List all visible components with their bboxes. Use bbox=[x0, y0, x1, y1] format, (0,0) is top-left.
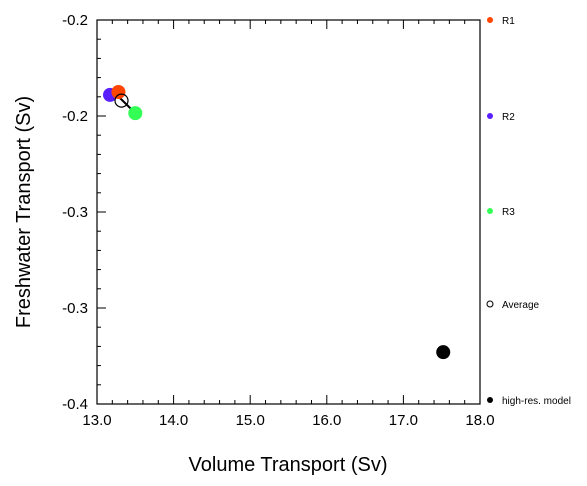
legend-label-average: Average bbox=[502, 300, 540, 311]
point-average bbox=[114, 93, 129, 108]
y-tick-label: -0.2 bbox=[62, 108, 88, 125]
y-tick-label: -0.3 bbox=[62, 300, 88, 317]
legend-marker-high-res-model bbox=[487, 397, 493, 403]
data-points bbox=[103, 85, 451, 360]
x-tick-label: 18.0 bbox=[465, 412, 494, 429]
legend-label-r1: R1 bbox=[502, 16, 515, 27]
plot-frame bbox=[96, 19, 481, 405]
y-axis-title: Freshwater Transport (Sv) bbox=[13, 96, 35, 328]
point-r1 bbox=[111, 85, 126, 99]
x-axis-ticks: 13.0 14.0 15.0 16.0 17.0 18.0 bbox=[82, 20, 495, 429]
x-tick-label: 15.0 bbox=[236, 412, 265, 429]
legend-label-r3: R3 bbox=[502, 207, 515, 218]
y-tick-label: -0.2 bbox=[62, 12, 88, 29]
x-tick-label: 13.0 bbox=[82, 412, 111, 429]
x-tick-label: 17.0 bbox=[389, 412, 418, 429]
legend-marker-average bbox=[486, 300, 494, 308]
legend-label-high-res-model: high-res. model bbox=[502, 396, 571, 407]
point-high-res-model bbox=[436, 345, 451, 360]
point-r3 bbox=[128, 106, 143, 121]
y-tick-label: -0.3 bbox=[62, 204, 88, 221]
legend: R1 R2 R3 Average high-res. model bbox=[486, 16, 571, 407]
y-tick-label: -0.4 bbox=[62, 396, 88, 413]
x-tick-label: 14.0 bbox=[159, 412, 188, 429]
y-axis-ticks: -0.2 -0.2 -0.3 -0.3 -0.4 bbox=[62, 12, 106, 413]
legend-marker-r1 bbox=[487, 17, 493, 23]
legend-marker-r3 bbox=[487, 208, 493, 214]
x-tick-label: 16.0 bbox=[312, 412, 341, 429]
legend-label-r2: R2 bbox=[502, 112, 515, 123]
x-axis-title: Volume Transport (Sv) bbox=[189, 454, 388, 476]
legend-marker-r2 bbox=[487, 113, 493, 119]
